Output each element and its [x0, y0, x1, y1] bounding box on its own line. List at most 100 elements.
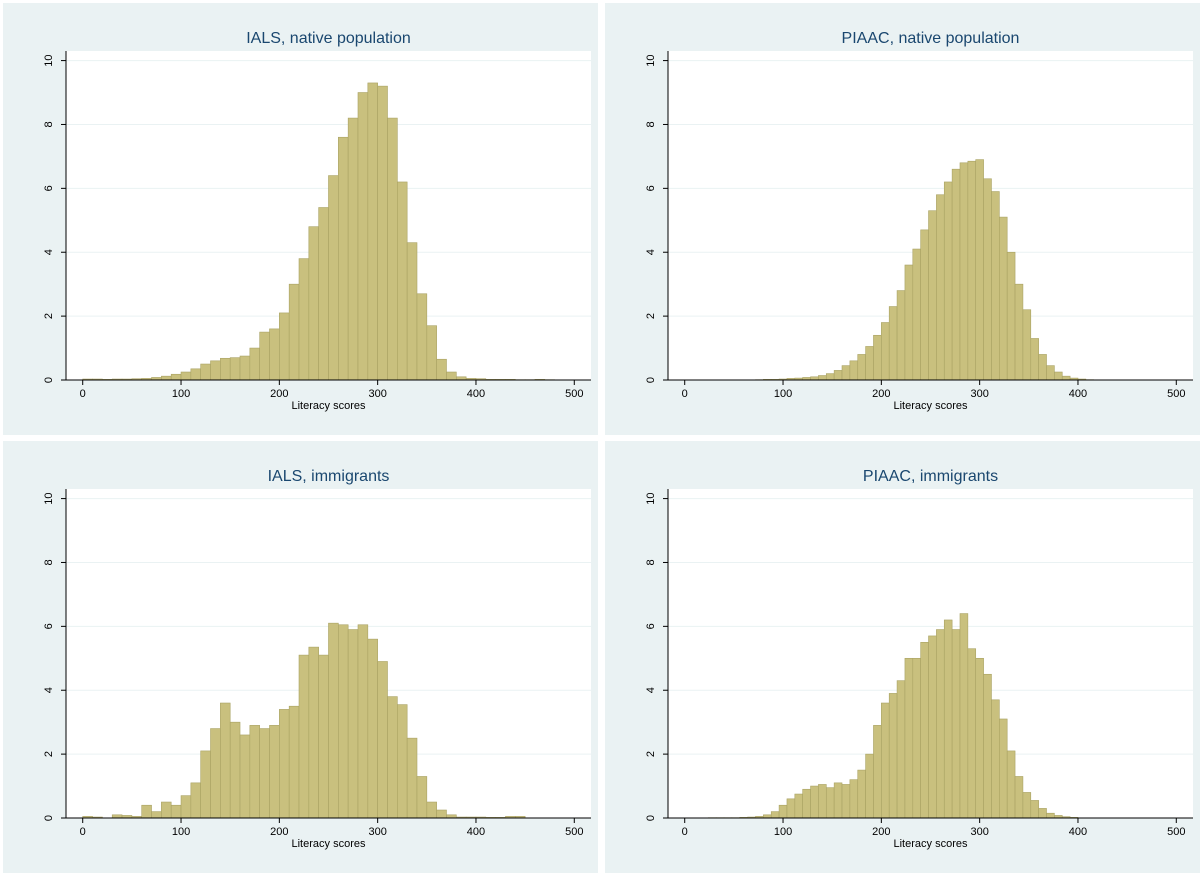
bar	[259, 728, 270, 819]
x-tick-label: 300	[368, 826, 386, 838]
bar	[1030, 338, 1039, 381]
y-tick-label: 6	[43, 623, 55, 629]
bar	[377, 85, 388, 381]
bar	[269, 725, 280, 819]
y-tick-label: 10	[645, 54, 657, 66]
bar	[770, 811, 780, 819]
bar	[825, 373, 835, 381]
y-tick-label: 8	[43, 121, 55, 127]
bar	[841, 365, 851, 381]
bar	[328, 622, 339, 819]
y-tick-label: 0	[43, 377, 55, 383]
bar	[347, 117, 359, 381]
bar	[928, 635, 937, 819]
bar	[426, 325, 437, 381]
bar	[338, 136, 349, 381]
y-tick-label: 6	[645, 623, 657, 629]
bar	[377, 661, 388, 819]
y-tick-label: 4	[645, 249, 657, 255]
bar	[239, 355, 251, 381]
x-tick-label: 0	[682, 388, 688, 400]
bar	[141, 804, 152, 819]
bar	[904, 264, 914, 381]
bar	[180, 371, 192, 381]
bar	[406, 242, 418, 381]
bar	[1022, 309, 1032, 381]
x-axis-label: Literacy scores	[894, 838, 968, 850]
x-tick-label: 0	[682, 826, 688, 838]
x-tick-label: 100	[774, 388, 792, 400]
bar	[1046, 812, 1055, 819]
bar	[200, 750, 211, 819]
bar	[928, 210, 937, 381]
bar	[786, 798, 796, 819]
bar	[308, 226, 319, 381]
bar	[936, 194, 945, 381]
bar	[416, 776, 428, 819]
bar	[912, 248, 921, 381]
bar	[810, 785, 819, 819]
bar	[841, 784, 851, 819]
bar	[849, 360, 859, 381]
bar	[446, 371, 457, 381]
bar	[959, 162, 969, 381]
x-tick-label: 300	[970, 388, 988, 400]
y-tick-label: 10	[43, 492, 55, 504]
x-tick-label: 100	[172, 388, 190, 400]
bar	[896, 290, 906, 381]
bar	[318, 654, 329, 819]
x-tick-label: 500	[565, 388, 583, 400]
bar	[288, 705, 300, 819]
bar	[857, 354, 866, 381]
bar	[881, 702, 890, 819]
bar	[920, 229, 929, 381]
bar	[888, 693, 898, 819]
bar	[318, 207, 329, 381]
bar	[991, 191, 1000, 381]
bar	[1006, 750, 1016, 819]
bar	[818, 375, 827, 381]
bar	[200, 363, 211, 381]
x-tick-label: 0	[80, 388, 86, 400]
bar	[406, 737, 418, 819]
x-tick-label: 400	[1069, 388, 1087, 400]
bar	[436, 358, 447, 381]
bar	[397, 181, 408, 381]
bar	[1014, 776, 1024, 819]
x-tick-label: 300	[970, 826, 988, 838]
x-tick-label: 0	[80, 826, 86, 838]
bar	[794, 793, 803, 819]
bar	[298, 258, 310, 381]
bar	[161, 375, 172, 381]
y-tick-label: 8	[43, 559, 55, 565]
x-axis-label: Literacy scores	[894, 400, 968, 412]
y-tick-label: 4	[43, 687, 55, 693]
x-tick-label: 200	[872, 388, 890, 400]
bar	[229, 721, 241, 819]
y-tick-label: 4	[645, 687, 657, 693]
y-tick-label: 10	[645, 492, 657, 504]
bar	[1022, 792, 1032, 819]
bar	[279, 312, 290, 381]
bar	[170, 804, 182, 819]
y-tick-label: 6	[645, 185, 657, 191]
bar	[991, 699, 1000, 819]
bar	[416, 293, 428, 381]
bar	[1061, 375, 1071, 381]
bar	[357, 92, 369, 381]
bar	[959, 613, 969, 819]
x-axis-label: Literacy scores	[292, 838, 366, 850]
bar	[1054, 371, 1063, 381]
bar	[849, 779, 859, 819]
chart-title: IALS, immigrants	[268, 468, 390, 485]
y-tick-label: 2	[645, 313, 657, 319]
bar	[833, 370, 843, 381]
bar	[881, 322, 890, 381]
bar	[387, 696, 398, 819]
bar	[347, 629, 359, 819]
bar	[951, 629, 961, 819]
bar	[436, 809, 447, 819]
x-tick-label: 500	[565, 826, 583, 838]
x-axis-label: Literacy scores	[292, 400, 366, 412]
